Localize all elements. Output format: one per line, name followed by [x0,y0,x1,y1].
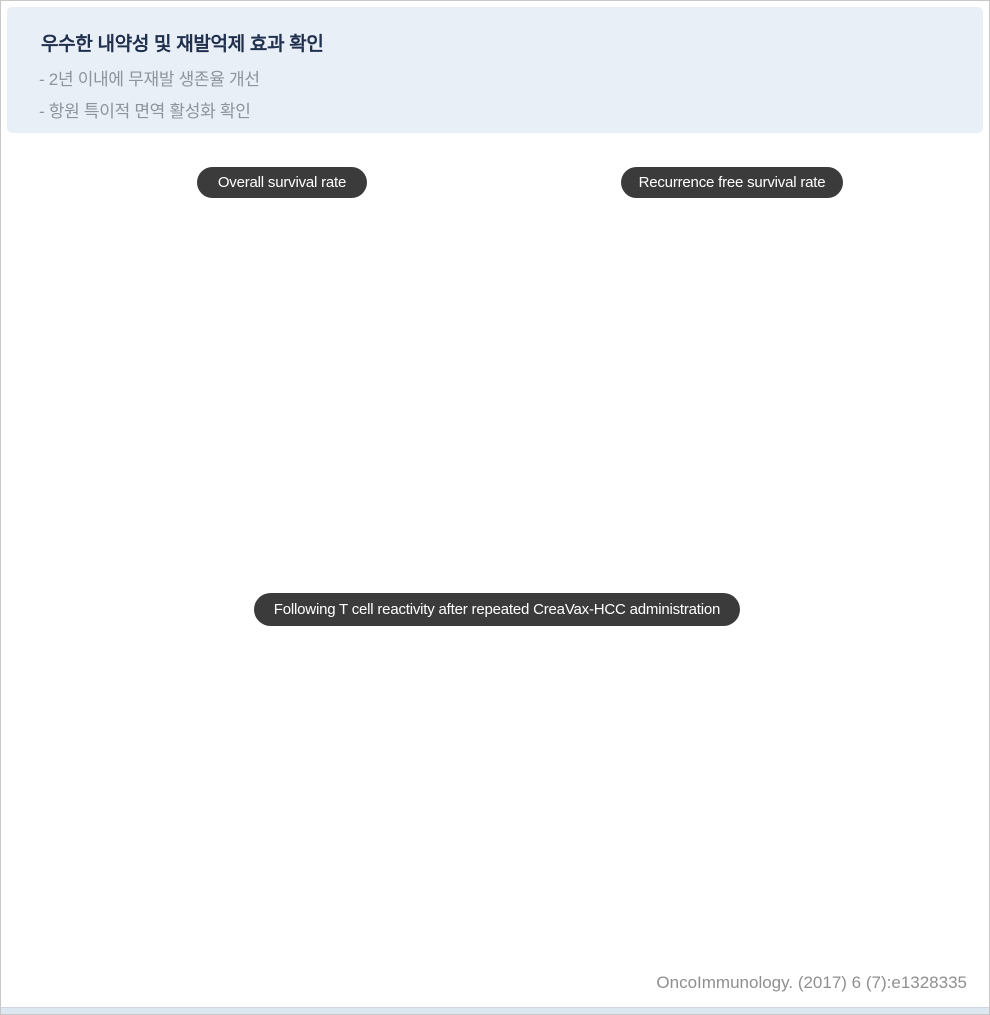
overall-survival-km-chart [59,209,505,527]
bullet-item-1: - 2년 이내에 무재발 생존율 개선 [39,70,260,89]
citation: OncoImmunology. (2017) 6 (7):e1328335 [656,973,967,992]
recurrence-free-survival-km-chart [519,209,965,527]
ifng-elispot-scatter-chart [561,639,911,947]
page-title: 우수한 내약성 및 재발억제 효과 확인 [41,34,324,55]
bullet-item-2: - 항원 특이적 면역 활성화 확인 [39,102,251,121]
header-panel: 우수한 내약성 및 재발억제 효과 확인 - 2년 이내에 무재발 생존율 개선… [7,7,983,133]
bottom-bar [1,1007,989,1014]
badge-recurrence-free-survival-rate: Recurrence free survival rate [621,167,843,198]
badge-tcell-reactivity: Following T cell reactivity after repeat… [254,593,740,626]
badge-overall-survival-rate: Overall survival rate [197,167,367,198]
tcell-proliferation-scatter-chart [76,639,426,947]
